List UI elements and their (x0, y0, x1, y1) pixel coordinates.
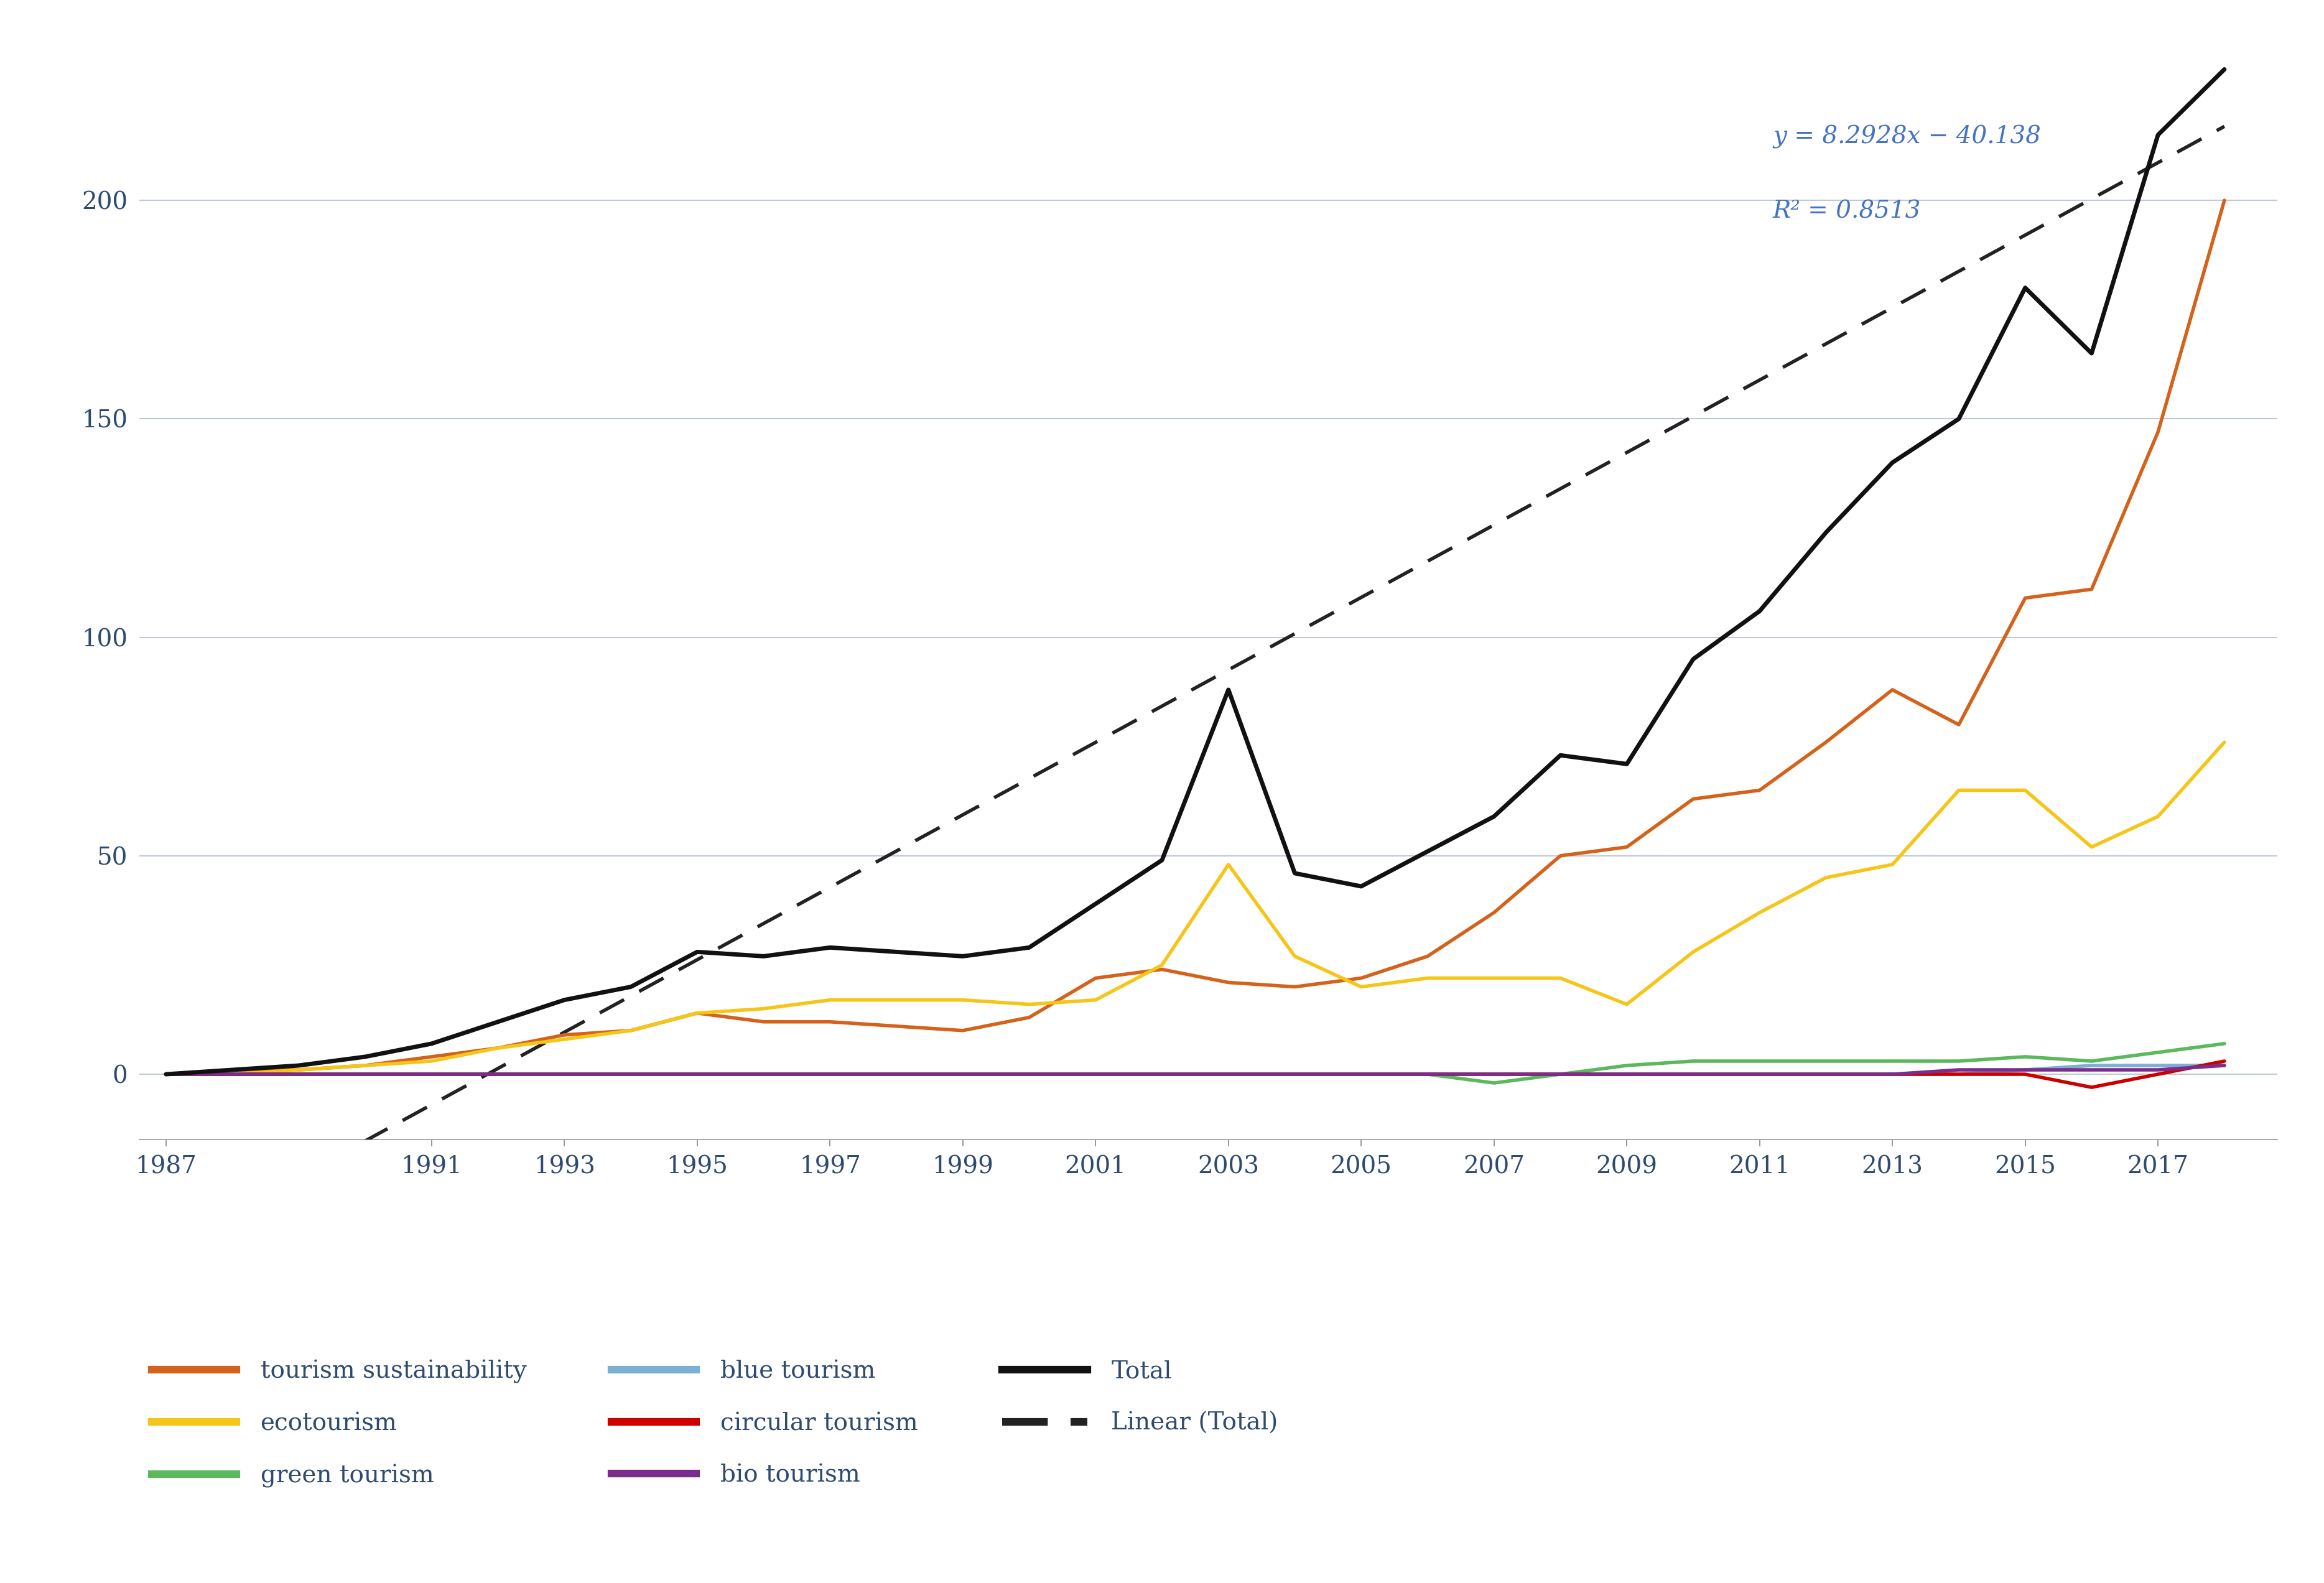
Legend: tourism sustainability, ecotourism, green tourism, blue tourism, circular touris: tourism sustainability, ecotourism, gree… (151, 1360, 1278, 1488)
Text: R² = 0.8513: R² = 0.8513 (1773, 199, 1922, 223)
Text: y = 8.2928x − 40.138: y = 8.2928x − 40.138 (1773, 125, 2040, 149)
